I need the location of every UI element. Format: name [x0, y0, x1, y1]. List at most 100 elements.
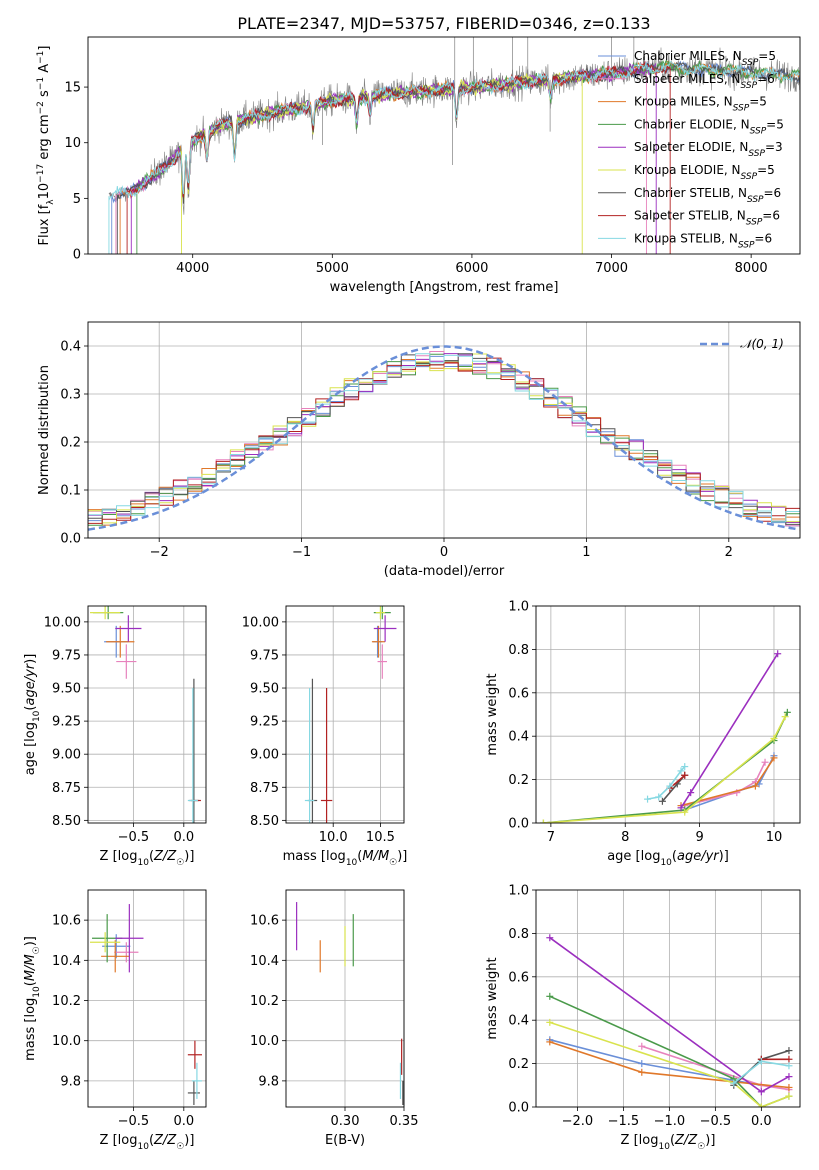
- x-tick-label: 7000: [595, 261, 628, 276]
- spectrum-model-line: [126, 60, 670, 198]
- y-tick-label: 0.0: [60, 532, 81, 547]
- mass-vs-Z-panel: −0.5 0.0 9.8 10.0 10.2 10.4 10.6 Z [log10(Z/Z☉)…: [23, 889, 207, 1152]
- mass-weight-marker: [658, 797, 666, 805]
- x-tick-label: −2.0: [562, 1114, 594, 1129]
- y-tick-label: 0.2: [60, 436, 81, 451]
- errorbar-point: [187, 1080, 200, 1105]
- mass-weight-vs-Z-plot-area: [546, 934, 793, 1107]
- x-tick-label: 1: [582, 545, 590, 560]
- errorbar-point: [187, 1040, 202, 1069]
- age-vs-Z-xlabel: Z [log10(Z/Z☉)]: [100, 849, 195, 868]
- errorbar-point: [373, 615, 397, 642]
- spectrum-panel: 4000 5000 6000 7000 8000 0 5 10 15 PLATE=2347, MJ…: [36, 14, 801, 295]
- legend-entry: Salpeter ELODIE, NSSP=3: [634, 140, 783, 159]
- y-tick-label: 10.0: [52, 1034, 81, 1049]
- x-tick-label: −2: [150, 545, 169, 560]
- y-tick-label: 5: [73, 192, 81, 207]
- mass-weight-vs-Z-ylabel: mass weight: [485, 957, 500, 1039]
- errorbar-point: [114, 942, 139, 963]
- gaussian-reference-curve: [88, 345, 798, 531]
- spectrum-xlabel: wavelength [Angstrom, rest frame]: [330, 280, 559, 295]
- spectrum-ylabel: Flux [fλ10−17 erg cm−2 s−1 A−1]: [36, 46, 56, 246]
- x-tick-label: 7: [547, 830, 555, 845]
- x-tick-label: −1.5: [608, 1114, 640, 1129]
- mass-vs-ebv-xlabel: E(B-V): [325, 1133, 365, 1148]
- mass-weight-series-line: [549, 1021, 790, 1107]
- x-tick-label: 0.0: [751, 1114, 772, 1129]
- y-tick-label: 0.4: [508, 730, 529, 745]
- y-tick-label: 10.4: [250, 954, 279, 969]
- y-tick-label: 9.00: [52, 748, 81, 763]
- mass-weight-marker: [785, 1083, 793, 1091]
- age-vs-mass-xlabel: mass [log10(M/M☉)]: [283, 849, 408, 868]
- spectrum-frame: [87, 36, 801, 255]
- residuals-xlabel: (data-model)/error: [384, 564, 505, 579]
- mass-weight-vs-age-panel: 7 8 9 10 0.0 0.2 0.4 0.6 0.8 1.0 age [log10(age/yr…: [485, 600, 801, 868]
- mass-weight-marker: [638, 1042, 646, 1050]
- mass-weight-marker: [761, 758, 769, 766]
- y-tick-label: 8.50: [250, 814, 279, 829]
- x-tick-label: 0.0: [173, 1114, 194, 1129]
- y-tick-label: 1.0: [508, 600, 529, 615]
- mass-weight-marker: [770, 734, 778, 742]
- y-tick-label: 0.3: [60, 388, 81, 403]
- y-tick-label: 0.8: [508, 927, 529, 942]
- mass-weight-marker: [677, 804, 685, 812]
- mass-weight-marker: [644, 795, 652, 803]
- mass-weight-marker: [785, 1062, 793, 1070]
- mass-weight-vs-age-ylabel: mass weight: [485, 673, 500, 755]
- errorbar-point: [377, 644, 388, 679]
- age-vs-mass-frame: [285, 605, 405, 824]
- mass-weight-series-line: [549, 1038, 762, 1087]
- age-vs-mass-plot-area: [304, 606, 397, 823]
- x-tick-label: 4000: [176, 261, 209, 276]
- x-tick-label: 10: [766, 830, 783, 845]
- errorbar-point: [187, 688, 198, 823]
- x-tick-label: −0.5: [118, 1114, 150, 1129]
- mass-weight-marker: [757, 1057, 765, 1065]
- y-tick-label: 0.4: [508, 1014, 529, 1029]
- mass-weight-vs-Z-frame: [535, 889, 801, 1108]
- residual-histogram-step: [88, 353, 800, 527]
- mass-weight-vs-Z-panel: −2.0 −1.5 −1.0 −0.5 0.0 0.0 0.2 0.4 0.6 0.8 1.0 Z […: [485, 884, 801, 1152]
- errorbar-point: [106, 625, 135, 658]
- mass-weight-series-line: [543, 716, 786, 823]
- mass-weight-marker: [781, 713, 789, 721]
- mass-weight-marker: [757, 1088, 765, 1096]
- y-tick-label: 10.6: [52, 914, 81, 929]
- y-tick-label: 9.25: [250, 715, 279, 730]
- mass-vs-Z-frame: [87, 889, 207, 1108]
- x-tick-label: 0.35: [390, 1114, 419, 1129]
- errorbar-point: [115, 615, 142, 642]
- age-vs-mass-panel: 10.0 10.5 8.50 8.75 9.00 9.25 9.50 9.75 10.00 mas…: [242, 605, 408, 868]
- y-tick-label: 0.6: [508, 970, 529, 985]
- errorbar-point: [304, 688, 315, 823]
- residuals-panel: −2 −1 0 1 2 0.0 0.1 0.2 0.3 0.4 (data-model)/error…: [37, 321, 801, 579]
- y-tick-label: 0: [73, 248, 81, 263]
- mass-weight-vs-age-frame: [535, 605, 801, 824]
- residuals-ylabel: Normed distribution: [37, 365, 52, 495]
- legend-entry: Salpeter MILES, NSSP=6: [634, 72, 775, 91]
- mass-weight-marker: [783, 708, 791, 716]
- spectrum-model-line: [116, 61, 800, 204]
- errorbar-point: [115, 904, 144, 973]
- y-tick-label: 9.75: [250, 648, 279, 663]
- y-tick-label: 9.8: [258, 1074, 279, 1089]
- x-tick-label: 8: [621, 830, 629, 845]
- y-tick-label: 10: [64, 136, 81, 151]
- age-vs-Z-panel: −0.5 0.0 8.50 8.75 9.00 9.25 9.50 9.75 10.00 Z [l…: [23, 605, 207, 868]
- mass-weight-marker: [774, 650, 782, 658]
- mass-weight-marker: [751, 782, 759, 790]
- mass-vs-Z-plot-area: [90, 904, 202, 1105]
- mass-weight-marker: [681, 763, 689, 771]
- y-tick-label: 9.00: [250, 748, 279, 763]
- y-tick-label: 8.75: [52, 781, 81, 796]
- y-tick-label: 15: [64, 81, 81, 96]
- spectrum-legend: Chabrier MILES, NSSP=5 Salpeter MILES, NS…: [598, 49, 784, 250]
- residuals-legend: 𝒩(0, 1): [700, 337, 784, 351]
- residual-histogram-step: [88, 357, 800, 524]
- x-tick-label: 0.30: [331, 1114, 360, 1129]
- y-tick-label: 9.50: [250, 682, 279, 697]
- y-tick-label: 9.25: [52, 715, 81, 730]
- y-tick-label: 10.4: [52, 954, 81, 969]
